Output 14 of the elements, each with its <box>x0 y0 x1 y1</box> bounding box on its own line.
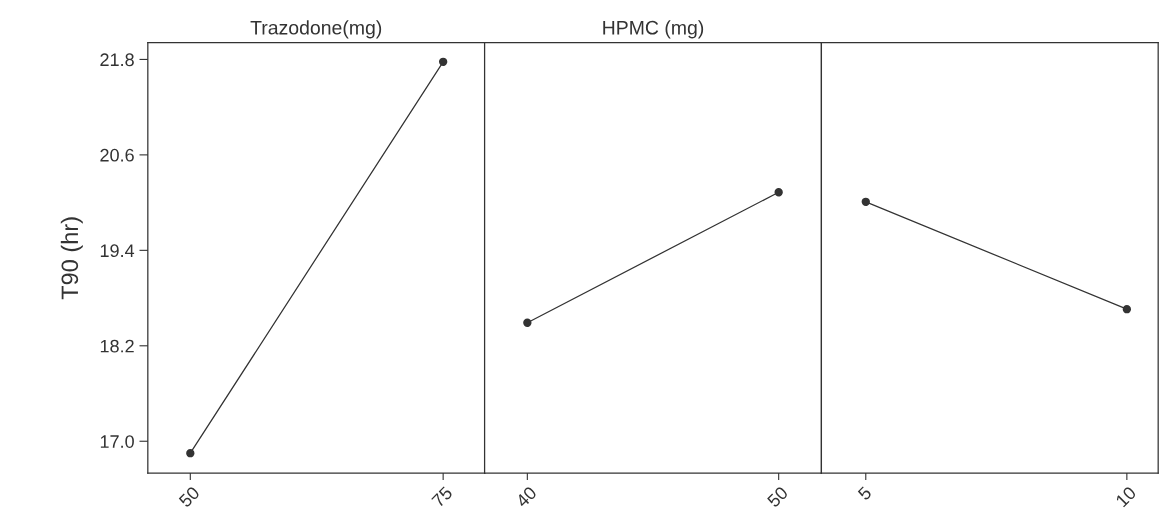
y-tick-label: 17.0 <box>100 435 134 448</box>
y-tick-label: 20.6 <box>100 148 134 162</box>
chart-title: Trazodone(mg) <box>250 20 382 39</box>
x-tick-label: 50 <box>178 485 201 508</box>
y-tick-label: 19.4 <box>100 244 135 258</box>
y-tick-label: 18.2 <box>100 339 134 353</box>
x-tick-label: 5 <box>857 485 873 501</box>
x-tick-label: 40 <box>514 485 538 509</box>
x-tick-label: 10 <box>1115 485 1137 508</box>
x-tick-label: 75 <box>431 485 454 508</box>
y-tick-label: 21.8 <box>100 53 134 67</box>
y-axis-title: T90 (hr) <box>60 217 83 300</box>
x-tick-label: 50 <box>766 485 789 508</box>
chart-title: HPMC (mg) <box>603 20 704 39</box>
